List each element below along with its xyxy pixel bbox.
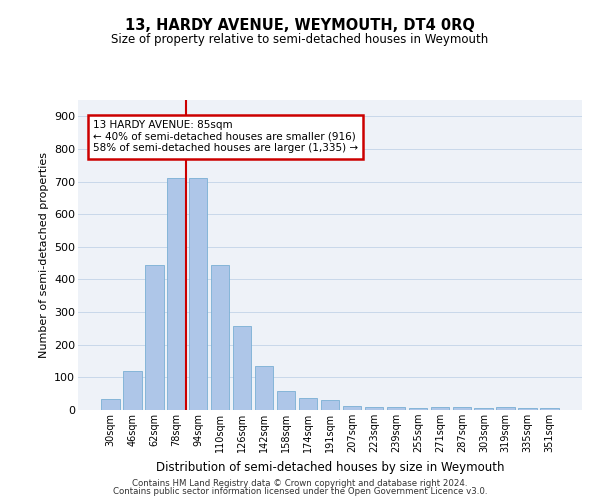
Text: Contains public sector information licensed under the Open Government Licence v3: Contains public sector information licen… xyxy=(113,487,487,496)
Bar xyxy=(277,391,295,410)
Bar xyxy=(452,408,471,410)
Bar xyxy=(123,372,142,410)
Bar xyxy=(431,406,449,410)
Bar xyxy=(320,400,340,410)
Y-axis label: Number of semi-detached properties: Number of semi-detached properties xyxy=(38,152,49,358)
Bar xyxy=(386,406,405,410)
Bar xyxy=(343,406,361,410)
Bar xyxy=(299,398,317,410)
Text: 13 HARDY AVENUE: 85sqm
← 40% of semi-detached houses are smaller (916)
58% of se: 13 HARDY AVENUE: 85sqm ← 40% of semi-det… xyxy=(93,120,358,154)
Bar xyxy=(365,406,383,410)
Bar xyxy=(518,408,537,410)
X-axis label: Distribution of semi-detached houses by size in Weymouth: Distribution of semi-detached houses by … xyxy=(156,460,504,473)
Bar xyxy=(255,366,274,410)
Text: 13, HARDY AVENUE, WEYMOUTH, DT4 0RQ: 13, HARDY AVENUE, WEYMOUTH, DT4 0RQ xyxy=(125,18,475,32)
Bar xyxy=(233,326,251,410)
Bar xyxy=(101,398,119,410)
Bar xyxy=(211,265,229,410)
Bar xyxy=(496,408,515,410)
Bar xyxy=(409,408,427,410)
Text: Size of property relative to semi-detached houses in Weymouth: Size of property relative to semi-detach… xyxy=(112,32,488,46)
Bar xyxy=(167,178,185,410)
Bar xyxy=(475,408,493,410)
Bar xyxy=(145,265,164,410)
Bar xyxy=(541,408,559,410)
Bar xyxy=(189,178,208,410)
Text: Contains HM Land Registry data © Crown copyright and database right 2024.: Contains HM Land Registry data © Crown c… xyxy=(132,478,468,488)
